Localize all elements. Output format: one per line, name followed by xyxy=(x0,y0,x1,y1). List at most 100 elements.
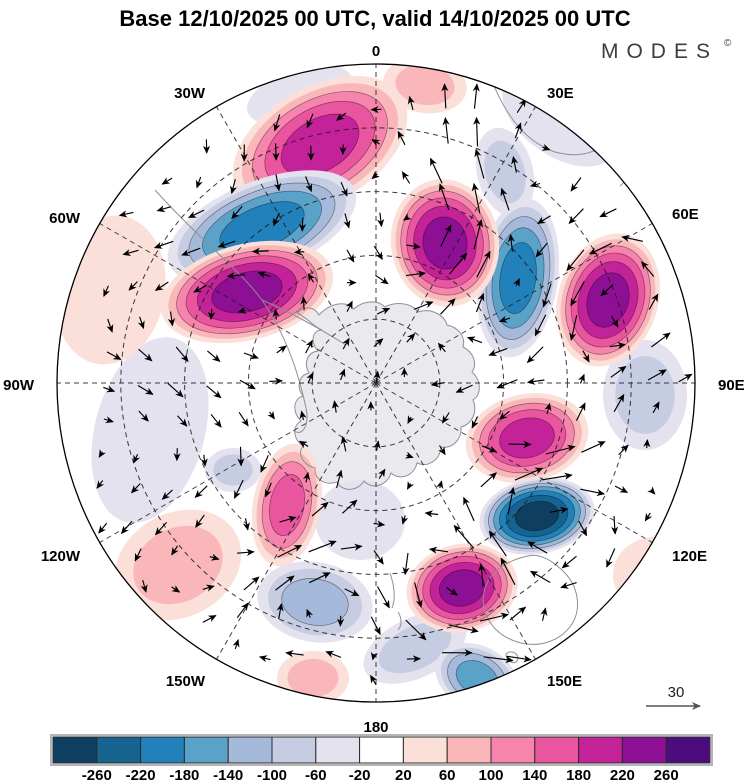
wind-arrow xyxy=(536,215,551,224)
wind-arrow xyxy=(305,339,313,354)
wind-arrow xyxy=(581,441,606,453)
wind-arrow xyxy=(402,213,412,221)
anomaly-contour-band xyxy=(287,658,339,698)
wind-arrow xyxy=(582,350,590,363)
wind-arrow xyxy=(311,501,329,517)
wind-arrow xyxy=(239,379,256,390)
wind-arrow xyxy=(207,350,221,362)
wind-arrow xyxy=(568,208,584,225)
colorbar-cell xyxy=(446,736,492,764)
wind-arrow xyxy=(96,480,105,489)
wind-arrow xyxy=(98,522,108,534)
wind-arrow xyxy=(325,650,342,658)
wind-arrow xyxy=(276,603,284,620)
wind-arrow xyxy=(238,411,249,427)
wind-arrow xyxy=(181,247,201,256)
wind-arrow xyxy=(606,548,616,568)
wind-arrow xyxy=(237,306,247,314)
wind-arrow xyxy=(542,283,552,308)
colorbar-cell xyxy=(140,736,185,764)
wind-arrow xyxy=(526,346,544,364)
wind-arrow xyxy=(643,439,651,449)
longitude-label: 90W xyxy=(3,377,35,394)
anomaly-contour-band xyxy=(133,525,223,605)
wind-arrow xyxy=(488,347,508,357)
wind-arrow xyxy=(610,365,627,378)
wind-arrow xyxy=(269,377,283,385)
wind-arrow xyxy=(231,205,243,220)
wind-arrow xyxy=(265,482,272,498)
wind-arrow xyxy=(120,520,133,535)
anomaly-contour-band xyxy=(211,270,283,314)
wind-arrow xyxy=(534,314,547,337)
wind-arrow xyxy=(473,116,481,147)
wind-arrow xyxy=(407,95,415,111)
wind-arrow xyxy=(644,512,653,522)
wind-arrow xyxy=(442,412,450,424)
wind-arrow xyxy=(103,416,114,424)
anomaly-contour-band xyxy=(91,337,209,523)
wind-arrow xyxy=(513,278,521,287)
wind-arrow xyxy=(161,177,173,185)
modes-logo-text: MODES xyxy=(601,40,718,63)
wind-arrow xyxy=(599,208,617,218)
wind-arrow xyxy=(479,612,509,622)
wind-arrow xyxy=(535,242,548,258)
wind-arrow xyxy=(210,413,222,428)
wind-arrow xyxy=(373,338,384,348)
wind-arrow xyxy=(475,292,485,313)
wind-arrow xyxy=(336,112,347,121)
wind-arrow xyxy=(373,520,386,528)
wind-arrow xyxy=(130,483,141,494)
wind-arrow xyxy=(609,342,626,350)
wind-arrow xyxy=(376,586,390,609)
wind-arrow xyxy=(154,522,168,536)
wind-arrow xyxy=(445,587,458,596)
wind-arrow xyxy=(308,540,337,553)
wind-arrow xyxy=(651,332,671,348)
wind-arrow xyxy=(307,273,316,283)
longitude-label: 90E xyxy=(718,377,745,394)
longitude-label: 60W xyxy=(49,210,81,227)
wind-arrow xyxy=(455,384,473,393)
anomaly-contour-band xyxy=(499,417,555,459)
wind-arrow xyxy=(251,247,269,255)
coastline xyxy=(154,189,308,433)
wind-arrow xyxy=(370,616,381,636)
wind-arrow xyxy=(569,315,578,341)
wind-arrow xyxy=(272,308,280,320)
wind-arrow xyxy=(516,98,527,114)
wind-arrow xyxy=(133,453,141,464)
wind-arrow xyxy=(340,181,348,197)
anomaly-contour-band xyxy=(378,622,452,674)
colorbar-cell xyxy=(183,736,229,764)
wind-arrow xyxy=(103,385,116,393)
wind-arrow xyxy=(299,410,307,421)
wind-arrow xyxy=(498,410,510,420)
wind-arrow xyxy=(306,608,314,618)
wind-arrow xyxy=(200,454,208,467)
wind-arrow xyxy=(177,415,188,427)
wind-arrow xyxy=(342,499,358,514)
colorbar-frame xyxy=(50,734,713,766)
wind-arrow xyxy=(578,373,585,384)
wind-arrow xyxy=(648,293,659,310)
wind-arrow xyxy=(300,296,308,311)
wind-arrow xyxy=(308,572,331,584)
anomaly-contour-band xyxy=(422,216,468,270)
wind-arrow xyxy=(138,348,153,362)
colorbar-cell xyxy=(315,736,361,764)
wind-arrow xyxy=(335,469,343,489)
wind-arrow xyxy=(442,117,450,144)
wind-arrow xyxy=(106,351,122,360)
wind-arrow xyxy=(137,316,145,330)
wind-arrow xyxy=(544,402,552,415)
wind-arrow xyxy=(529,570,551,583)
wind-arrow xyxy=(570,177,582,192)
wind-arrow xyxy=(378,468,386,479)
wind-arrow xyxy=(373,440,381,451)
wind-arrow xyxy=(472,83,480,109)
colorbar-tick-label: -220 xyxy=(126,767,156,783)
wind-arrow xyxy=(498,315,511,323)
wind-arrow xyxy=(371,171,380,180)
